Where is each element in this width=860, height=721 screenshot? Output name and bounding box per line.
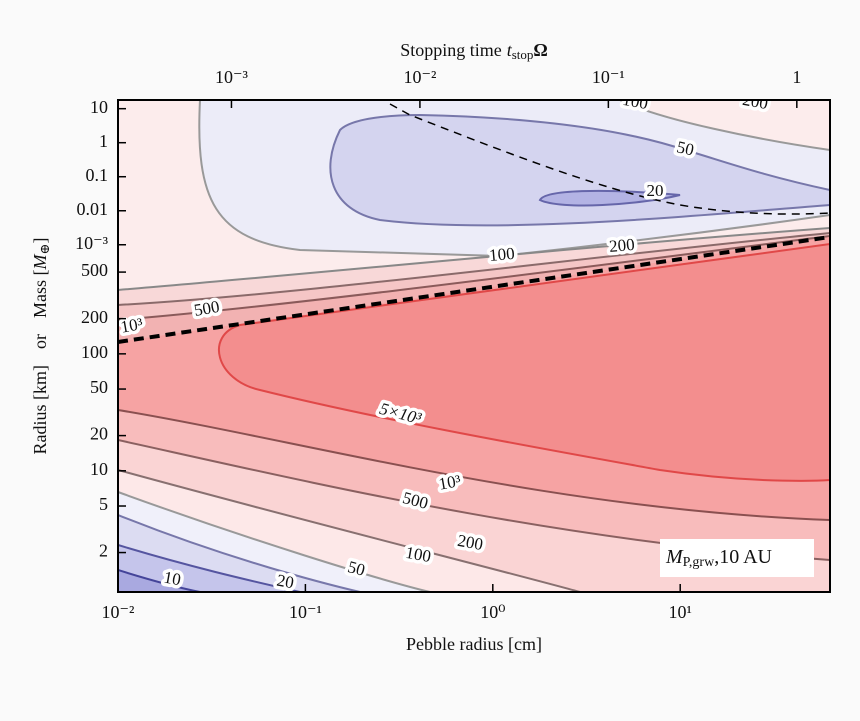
mass-y-tick-label: 10 [90, 97, 108, 117]
x2-tick-label: 1 [792, 67, 801, 87]
y-label-close: ] [30, 238, 50, 244]
annotation-box [660, 539, 814, 577]
top-x-label-var: t [507, 40, 513, 60]
contour-level [538, 189, 681, 207]
x2-tick-label: 10⁻³ [215, 67, 249, 87]
boundary-dashed [389, 103, 830, 215]
contour-label: 10 [162, 568, 182, 590]
plot-frame [117, 99, 831, 593]
top-x-axis-label: Stopping time tstopΩ [400, 40, 548, 62]
contour-label: 10³ [119, 314, 144, 337]
annotation-text: ,10 AU [714, 546, 772, 568]
y-label-or: or [30, 334, 50, 349]
radius-y-tick-label: 10 [90, 459, 108, 479]
radius-y-tick-label: 2 [99, 541, 108, 561]
y-axis-label: Radius [km] or Mass [M⊕] [30, 238, 52, 455]
contour-label: 10³ [437, 471, 462, 494]
radius-y-tick-label: 500 [81, 260, 108, 280]
mass-y-tick-label: 10⁻³ [75, 233, 109, 253]
radius-y-tick-label: 50 [90, 377, 108, 397]
mass-y-tick-label: 0.1 [86, 165, 109, 185]
radius-y-tick-label: 5 [99, 494, 108, 514]
top-x-label-sub: stop [512, 47, 534, 62]
y-label-mass: Mass [ [30, 269, 50, 318]
x-tick-label: 10¹ [668, 602, 691, 622]
y-label-radius: Radius [km] [30, 365, 50, 455]
radius-y-tick-label: 200 [81, 307, 108, 327]
x2-tick-label: 10⁻² [403, 67, 436, 87]
x2-tick-label: 10⁻¹ [592, 67, 625, 87]
annotation: MP,grw,10 AU [665, 546, 773, 571]
x-tick-label: 10⁻¹ [289, 602, 322, 622]
contour-level [217, 242, 830, 482]
x-axis-label: Pebble radius [cm] [406, 634, 542, 654]
y-label-mass-sub: ⊕ [37, 244, 52, 255]
contour-label: 200 [608, 235, 635, 256]
contour-label: 20 [647, 181, 664, 200]
boundary-dashed-thick [118, 235, 830, 344]
contour-level [329, 113, 830, 227]
mass-y-tick-label: 1 [99, 131, 108, 151]
contour-label: 20 [275, 571, 295, 593]
top-x-label-omega: Ω [533, 40, 547, 60]
y-label-mass-symbol: M [30, 253, 50, 270]
top-x-label-text: Stopping time [400, 40, 502, 60]
x-tick-label: 10⁰ [480, 602, 505, 622]
radius-y-tick-label: 100 [81, 342, 108, 362]
x-tick-label: 10⁻² [102, 602, 135, 622]
annotation-symbol: M [665, 546, 684, 568]
annotation-sub: P,grw [683, 555, 715, 570]
radius-y-tick-label: 20 [90, 424, 108, 444]
contour-label: 100 [488, 244, 515, 265]
mass-y-tick-label: 0.01 [77, 199, 109, 219]
